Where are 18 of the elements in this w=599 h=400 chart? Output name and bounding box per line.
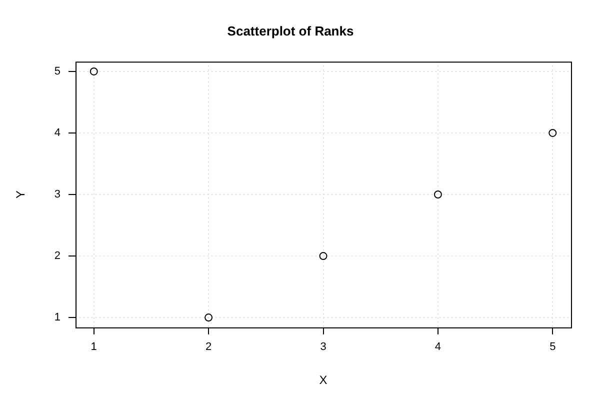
y-tick-label: 5	[54, 65, 61, 78]
x-axis-title: X	[319, 373, 328, 388]
point	[319, 252, 328, 260]
y-tick-label: 4	[54, 127, 61, 140]
point	[434, 190, 442, 198]
y-axis-title: Y	[14, 190, 28, 199]
y-tick-label: 3	[54, 188, 61, 201]
chart-title: Scatterplot of Ranks	[227, 23, 354, 38]
x-tick-label: 5	[550, 341, 556, 354]
x-tick-label: 1	[90, 341, 97, 354]
x-tick-label: 2	[206, 341, 212, 354]
x-tick-label: 3	[320, 341, 326, 354]
y-tick-label: 1	[54, 312, 61, 324]
y-tick-label: 2	[54, 250, 61, 262]
x-tick-label: 4	[434, 341, 442, 354]
point	[548, 128, 557, 137]
point	[204, 314, 213, 322]
point	[90, 67, 98, 76]
